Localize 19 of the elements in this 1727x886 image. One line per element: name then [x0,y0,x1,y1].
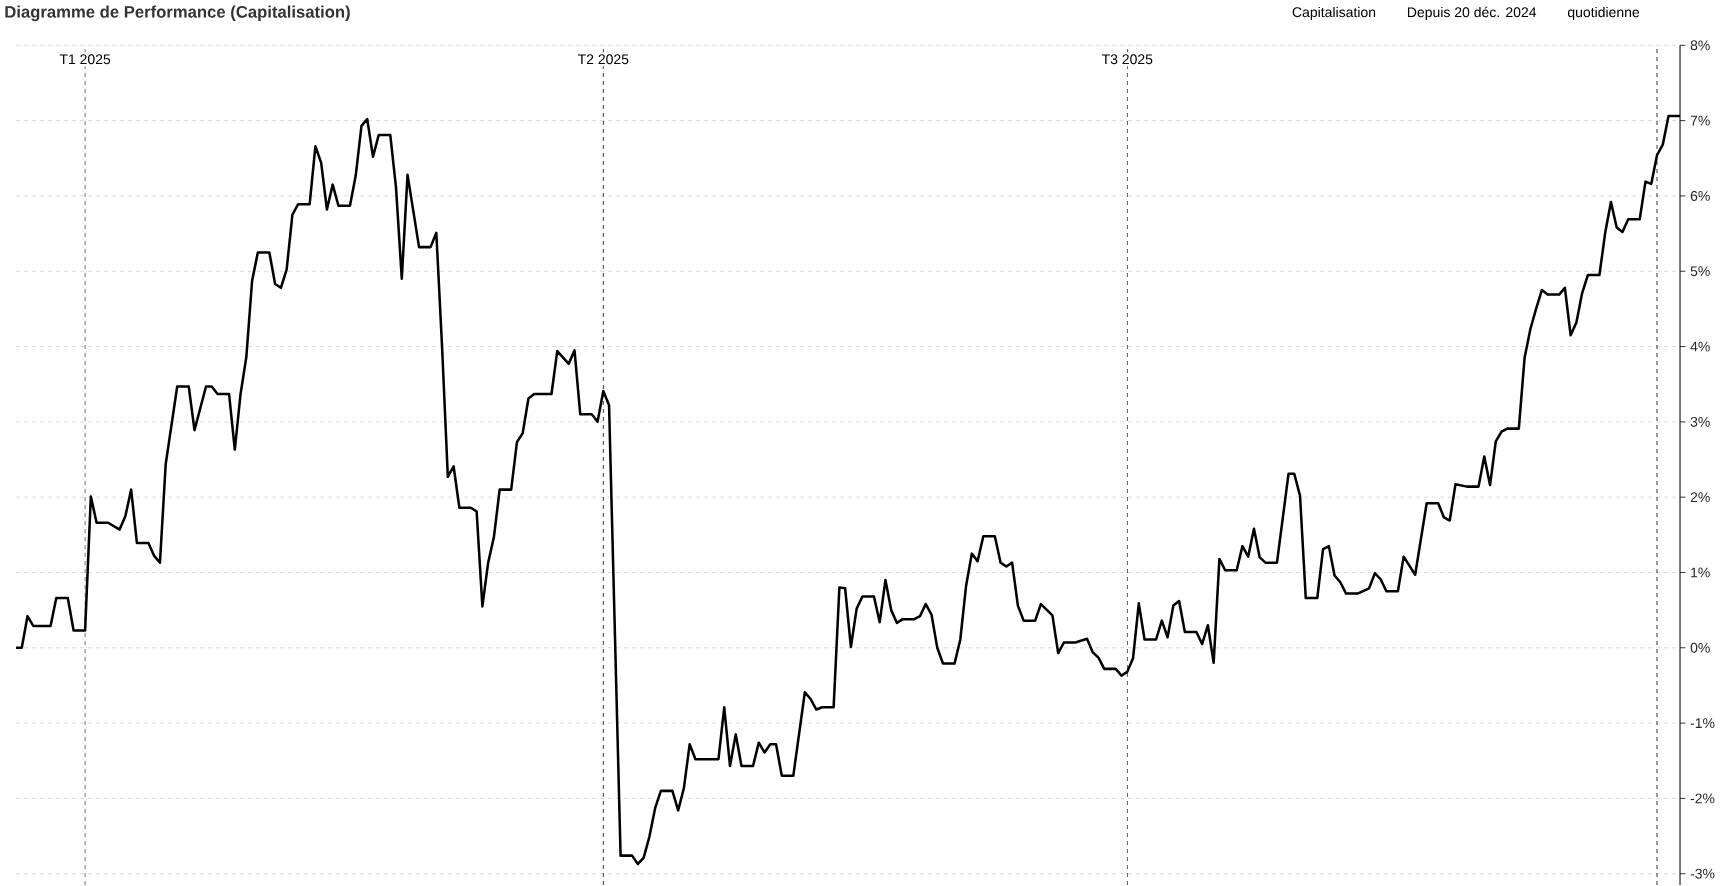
chart-title: Diagramme de Performance (Capitalisation) [5,5,350,22]
text: Depuis 20 déc. 2024 [1407,6,1537,21]
y-tick-label: 2% [1690,492,1710,503]
y-tick-label: 4% [1690,341,1710,352]
text: Capitalisation [1292,7,1376,21]
y-tick-label: 0% [1690,643,1710,653]
x-tick-label: T1 2025 [59,54,111,65]
x-tick-label: T2 2025 [577,54,629,65]
text: quotidienne [1567,7,1640,21]
y-tick-label: 3% [1690,417,1710,428]
y-tick-label: -2% [1690,793,1715,804]
y-tick-label: 5% [1690,266,1710,277]
x-tick-label: T3 2025 [1101,54,1153,65]
y-tick-label: -1% [1690,718,1715,729]
y-tick-label: 8% [1690,40,1710,51]
y-tick-label: 1% [1691,567,1710,578]
y-tick-label: 6% [1690,191,1710,202]
y-tick-label: -3% [1690,868,1715,879]
y-tick-label: 7% [1690,115,1710,126]
